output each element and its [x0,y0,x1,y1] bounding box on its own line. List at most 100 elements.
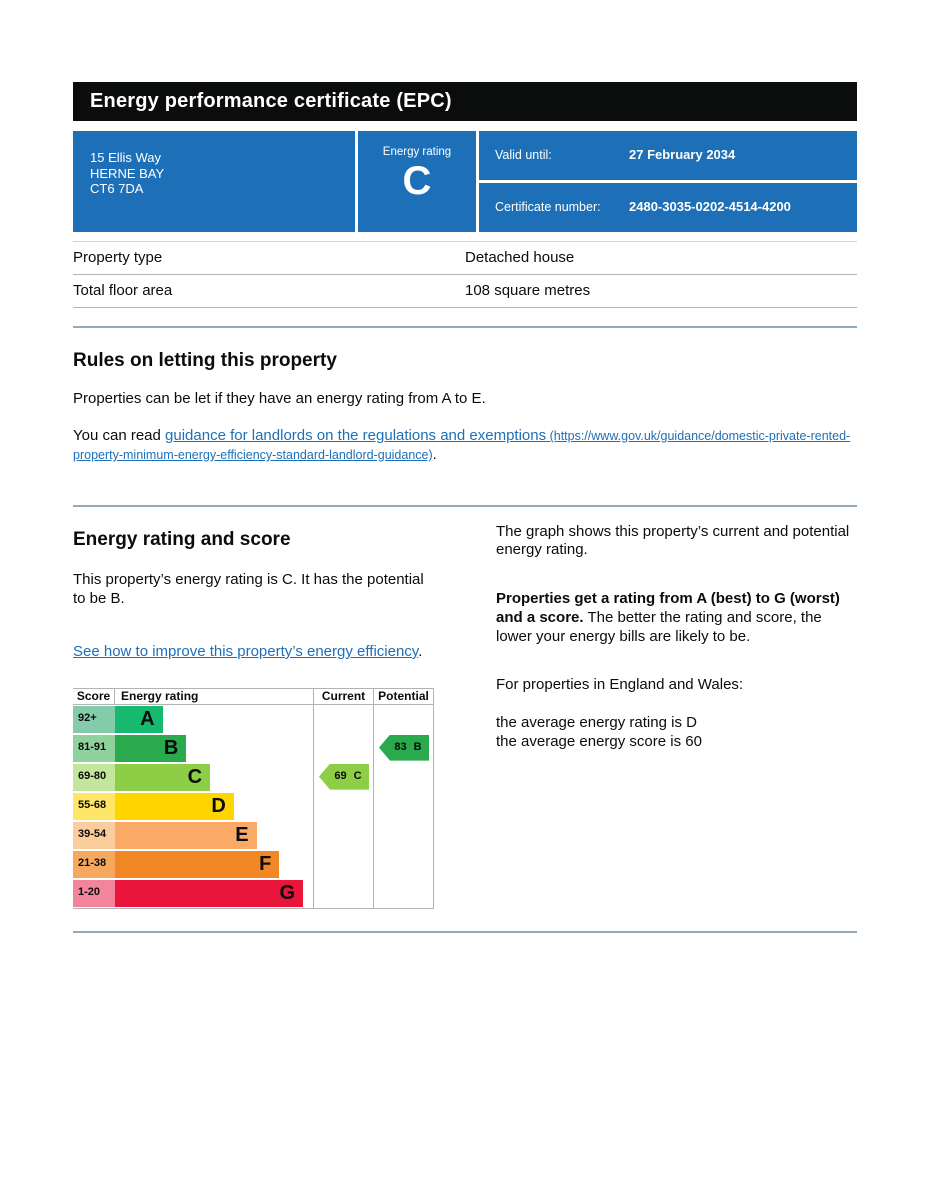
address-line-2: HERNE BAY [90,165,165,181]
valid-until-row: Valid until: 27 February 2034 [479,131,857,180]
energy-rating-value: C [402,159,432,204]
band-score-range: 21-38 [73,850,115,878]
potential-score: 83 [394,740,407,753]
current-column-cell [313,849,373,879]
epc-band-row: 1-20 G [73,878,434,908]
potential-rating-marker: 83 B [379,734,429,761]
score-column-header: Score [73,688,115,704]
band-bar: E [115,821,257,849]
potential-column-cell [373,878,434,908]
section-divider [73,504,857,507]
potential-rating-letter: B [413,740,422,753]
certificate-meta-panel: Valid until: 27 February 2034 Certificat… [479,131,857,232]
landlord-guidance-link-text[interactable]: guidance for landlords on the regulation… [165,427,547,445]
current-column-cell [313,704,373,734]
improve-efficiency-link[interactable]: See how to improve this property’s energ… [73,642,419,660]
band-bar-area: D [115,792,313,821]
rating-section-right-column: The graph shows this property’s current … [496,521,857,909]
energy-rating-column-header: Energy rating [121,688,199,703]
average-rating-line: the average energy rating is D [496,714,697,732]
rating-intro-paragraph: This property’s energy rating is C. It h… [73,571,424,608]
band-score-range: 69-80 [73,763,115,791]
valid-until-label: Valid until: [495,147,552,162]
page-title: Energy performance certificate (EPC) [90,90,452,112]
rules-paragraph-2: You can read guidance for landlords on t… [73,427,857,465]
property-type-label: Property type [73,249,163,266]
band-score-range: 92+ [73,705,115,733]
epc-band-row: 21-38 F [73,849,434,879]
band-bar-area: F [115,850,313,879]
property-address: 15 Ellis Way HERNE BAY CT6 7DA [73,131,355,232]
potential-column-cell [373,849,434,879]
certificate-title-bar: Energy performance certificate (EPC) [73,82,857,121]
current-column-cell [313,820,373,850]
epc-band-row: 55-68 D [73,791,434,821]
band-bar-area: G [115,879,313,908]
average-score-line: the average energy score is 60 [496,732,702,750]
band-bar: F [115,850,280,878]
epc-band-row: 69-80 C 69 C [73,762,434,792]
potential-column-header: Potential [373,688,434,704]
rules-paragraph-1: Properties can be let if they have an en… [73,390,486,408]
landlord-guidance-link[interactable]: guidance for landlords on the regulation… [73,427,850,463]
band-bar-area: E [115,821,313,850]
band-bar-area: C [115,763,313,792]
rating-explanation-rest: The better the rating and score, the low… [496,608,822,645]
property-type-value: Detached house [465,249,575,266]
certificate-number-row: Certificate number: 2480-3035-0202-4514-… [479,183,857,232]
epc-band-row: 92+ A [73,704,434,734]
floor-area-label: Total floor area [73,281,173,299]
band-bar: A [115,705,163,733]
band-bar-area: A [115,705,313,734]
graph-description-paragraph: The graph shows this property’s current … [496,522,850,559]
current-column-cell [313,791,373,821]
improve-link-suffix: . [418,642,423,660]
epc-band-row: 39-54 E [73,820,434,850]
address-line-1: 15 Ellis Way [90,150,162,165]
epc-chart-header: Score Energy rating Current Potential [73,687,434,705]
table-row: Property type Detached house [73,242,857,275]
floor-area-value: 108 square metres [465,281,591,299]
rating-section-left-column: Energy rating and score This property’s … [73,521,434,909]
band-score-range: 1-20 [73,879,115,907]
band-bar-area: B [115,734,313,763]
epc-rating-chart: Score Energy rating Current Potential 92… [73,687,434,909]
band-score-range: 81-91 [73,734,115,762]
landlord-guidance-link-url[interactable]: (https://www.gov.uk/guidance/domestic-pr… [73,429,851,462]
current-rating-letter: C [353,769,362,782]
band-score-range: 39-54 [73,821,115,849]
band-bar: G [115,879,304,907]
england-wales-paragraph: For properties in England and Wales: [496,676,744,694]
certificate-number-label: Certificate number: [495,199,601,214]
page-content: Energy performance certificate (EPC) 15 … [73,82,857,933]
band-bar: B [115,734,187,762]
current-rating-marker: 69 C [319,763,369,790]
certificate-summary-box: 15 Ellis Way HERNE BAY CT6 7DA Energy ra… [73,131,857,232]
improve-link-paragraph: See how to improve this property’s energ… [73,643,433,662]
address-line-3: CT6 7DA [90,181,144,197]
current-column-cell: 69 C [313,762,373,792]
rules-paragraph-2-prefix: You can read [73,427,166,445]
rating-section-heading: Energy rating and score [73,528,291,550]
energy-rating-label: Energy rating [382,146,452,158]
current-score: 69 [334,769,347,782]
current-column-cell [313,733,373,763]
rules-paragraph-2-suffix: . [432,445,437,463]
certificate-number-value: 2480-3035-0202-4514-4200 [629,199,791,215]
valid-until-value: 27 February 2034 [629,147,736,163]
potential-column-cell [373,791,434,821]
current-column-cell [313,878,373,908]
current-column-header: Current [313,688,373,704]
energy-rating-panel: Energy rating C [358,131,476,232]
band-bar: D [115,792,234,820]
potential-column-cell [373,704,434,734]
potential-column-cell [373,762,434,792]
potential-column-cell: 83 B [373,733,434,763]
property-details-table: Property type Detached house Total floor… [73,241,857,308]
band-score-range: 55-68 [73,792,115,820]
epc-chart-rows: 92+ A 81-91 B 83 B 69-80 C 69 C 55-68 D 39-54 E 21-38 F… [73,704,434,909]
rating-explanation-paragraph: Properties get a rating from A (best) to… [496,590,857,646]
section-divider [73,325,857,328]
